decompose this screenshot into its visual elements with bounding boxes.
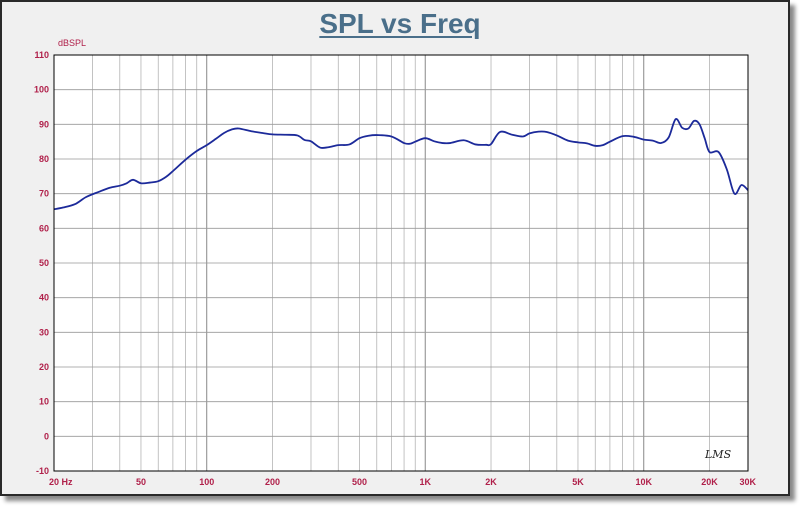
y-tick-label: 70 [39, 189, 49, 199]
y-tick-label: 0 [44, 431, 49, 441]
x-tick-label: 20 Hz [49, 477, 73, 487]
x-tick-label: 2K [485, 477, 497, 487]
plot-border [53, 54, 749, 472]
y-axis-label: dBSPL [58, 38, 86, 48]
grid [54, 55, 748, 471]
x-tick-label: 30K [739, 477, 756, 487]
y-tick-label: 20 [39, 362, 49, 372]
x-tick-label: 5K [572, 477, 584, 487]
x-tick-label: 20K [701, 477, 718, 487]
y-tick-label: 50 [39, 258, 49, 268]
lms-logo: LMS [704, 448, 732, 461]
y-tick-label: 100 [34, 85, 49, 95]
y-tick-label: 80 [39, 154, 49, 164]
y-tick-label: 90 [39, 119, 49, 129]
x-tick-label: 500 [352, 477, 367, 487]
y-tick-label: 10 [39, 397, 49, 407]
y-tick-label: -10 [36, 466, 49, 476]
x-tick-label: 100 [199, 477, 214, 487]
x-tick-label: 10K [635, 477, 652, 487]
y-tick-label: 30 [39, 327, 49, 337]
y-tick-label: 60 [39, 223, 49, 233]
x-tick-label: 200 [265, 477, 280, 487]
x-tick-label: 1K [419, 477, 431, 487]
x-tick-label: 50 [136, 477, 146, 487]
spl-series-line [53, 118, 749, 211]
y-tick-label: 40 [39, 293, 49, 303]
y-tick-label: 110 [34, 50, 49, 60]
x-tick-labels: 20 Hz 50 100 200 500 1K 2K 5K 10K 20K 30K [49, 477, 756, 487]
chart-title: SPL vs Freq [319, 8, 481, 39]
